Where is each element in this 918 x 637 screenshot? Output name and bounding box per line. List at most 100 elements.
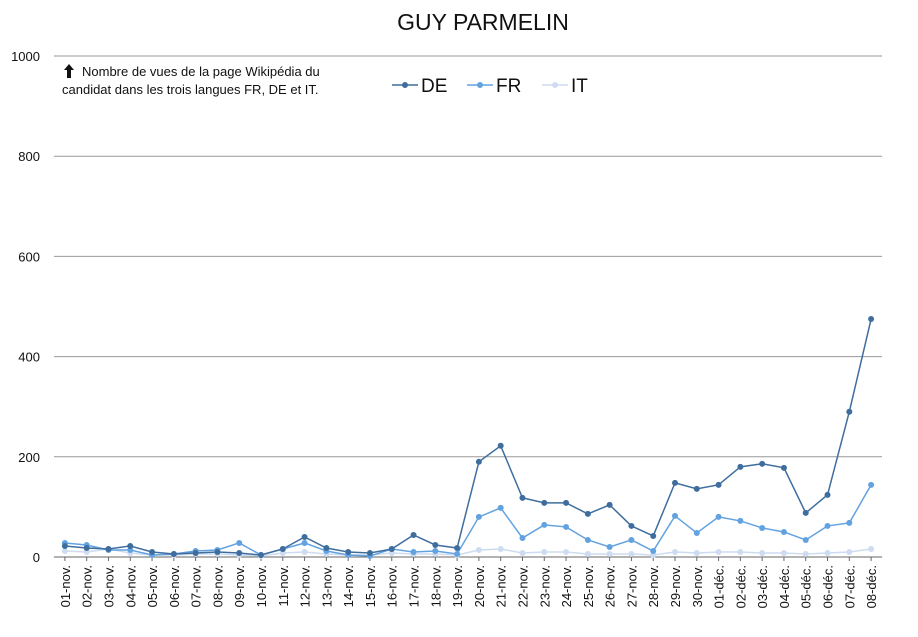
point	[693, 529, 700, 536]
point	[475, 546, 482, 553]
legend-label: IT	[571, 76, 588, 97]
x-tick-label: 03-déc.	[755, 565, 770, 608]
point	[279, 545, 286, 552]
point	[563, 499, 570, 506]
series-line	[64, 318, 872, 556]
x-tick-label: 16-nov.	[385, 565, 400, 607]
x-tick-label: 05-déc.	[799, 565, 814, 608]
point	[519, 549, 526, 556]
point	[301, 548, 308, 555]
point	[127, 542, 134, 549]
point	[366, 549, 373, 556]
x-tick-label: 11-nov.	[276, 565, 291, 606]
legend-swatch	[477, 82, 483, 88]
x-tick-label: 18-nov.	[428, 565, 443, 607]
point	[780, 528, 787, 535]
x-tick-label: 07-déc.	[842, 565, 857, 608]
point	[628, 550, 635, 557]
x-tick-label: 06-nov.	[167, 565, 182, 607]
point	[672, 479, 678, 486]
point	[454, 544, 461, 551]
x-tick-label: 04-déc.	[777, 565, 792, 608]
point	[759, 549, 766, 556]
point	[192, 549, 199, 556]
y-tick-label: 400	[18, 350, 40, 365]
x-tick-label: 06-déc.	[821, 565, 836, 608]
point	[780, 464, 787, 471]
point	[802, 550, 809, 557]
point	[454, 550, 461, 557]
point	[519, 534, 526, 541]
y-tick-label: 0	[33, 550, 40, 565]
x-tick-label: 15-nov.	[363, 565, 378, 607]
point	[584, 510, 591, 517]
point	[759, 524, 766, 531]
point	[715, 548, 722, 555]
point	[737, 548, 744, 555]
point	[432, 541, 439, 548]
point	[541, 548, 548, 555]
x-tick-label: 08-nov.	[210, 565, 225, 607]
point	[672, 548, 678, 555]
point	[868, 545, 875, 552]
x-tick-label: 21-nov.	[494, 565, 509, 607]
x-tick-label: 13-nov.	[319, 565, 334, 607]
point	[410, 531, 417, 538]
point	[780, 549, 787, 556]
x-tick-label: 03-nov.	[101, 565, 116, 607]
point	[868, 481, 875, 488]
point	[824, 549, 831, 556]
x-tick-label: 30-nov.	[690, 565, 705, 607]
x-tick-label: 27-nov.	[624, 565, 639, 607]
point	[628, 522, 635, 529]
x-tick-label: 04-nov.	[123, 565, 138, 607]
point	[61, 547, 68, 554]
legend-label: DE	[421, 76, 447, 97]
x-tick-label: 09-nov.	[232, 565, 247, 607]
point	[105, 545, 112, 552]
point	[519, 494, 526, 501]
x-tick-label: 07-nov.	[189, 565, 204, 607]
point	[628, 536, 635, 543]
point	[672, 512, 678, 519]
x-tick-label: 19-nov.	[450, 565, 465, 607]
annotation: candidat dans les trois langues FR, DE e…	[62, 82, 319, 97]
point	[650, 547, 657, 554]
point	[475, 458, 482, 465]
point	[432, 547, 439, 554]
point	[345, 548, 352, 555]
point	[497, 545, 504, 552]
x-tick-label: 14-nov.	[341, 565, 356, 607]
point	[301, 539, 308, 546]
y-tick-label: 600	[18, 249, 40, 264]
point	[824, 522, 831, 529]
x-tick-label: 02-nov.	[80, 565, 95, 607]
x-tick-label: 28-nov.	[646, 565, 661, 607]
point	[61, 542, 68, 549]
point	[606, 550, 613, 557]
y-tick-label: 800	[18, 149, 40, 164]
point	[737, 463, 744, 470]
point	[802, 509, 809, 516]
point	[83, 544, 90, 551]
chart-title: GUY PARMELIN	[397, 9, 569, 35]
point	[541, 499, 548, 506]
point	[584, 550, 591, 557]
point	[650, 532, 657, 539]
point	[563, 523, 570, 530]
x-tick-label: 22-nov.	[515, 565, 530, 607]
point	[388, 545, 395, 552]
x-tick-label: 17-nov.	[407, 565, 422, 607]
x-tick-label: 23-nov.	[537, 565, 552, 607]
point	[475, 513, 482, 520]
point	[214, 548, 221, 555]
point	[868, 316, 875, 323]
point	[236, 539, 243, 546]
point	[693, 485, 700, 492]
point	[693, 549, 700, 556]
point	[497, 442, 504, 449]
series-line	[64, 484, 872, 557]
point	[606, 543, 613, 550]
point	[258, 551, 264, 558]
